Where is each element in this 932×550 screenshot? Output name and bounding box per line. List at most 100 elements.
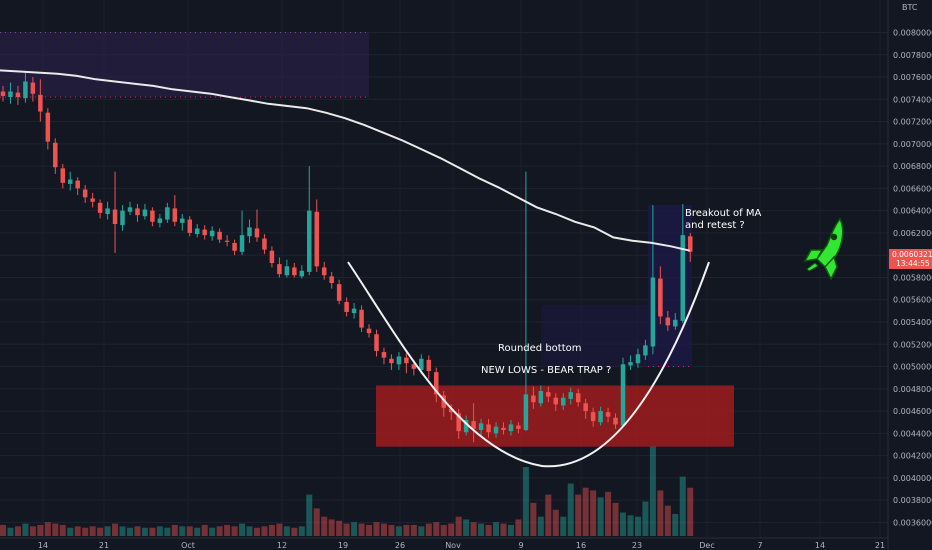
candle [23, 71, 28, 103]
volume-bar [253, 527, 260, 536]
candle-body [620, 364, 626, 426]
volume-bar [22, 523, 29, 536]
candle [329, 271, 334, 289]
candle [90, 192, 95, 208]
x-tick-label: 16 [576, 541, 586, 550]
candle-body [478, 423, 484, 431]
volume-bar [530, 502, 537, 536]
candle [441, 391, 446, 417]
candle-body [142, 209, 148, 217]
volume-bar [418, 526, 425, 536]
candle-body [687, 236, 693, 252]
candle [374, 329, 379, 357]
x-tick-label: 21 [875, 541, 885, 550]
volume-bar [448, 523, 455, 536]
candle-body [658, 278, 663, 317]
volume-bar [493, 522, 500, 536]
x-tick-label: 21 [99, 541, 109, 550]
candle [321, 261, 327, 280]
volume-bar [74, 526, 81, 536]
candle-body [434, 372, 439, 395]
candle [97, 199, 103, 219]
volume-bar [261, 526, 268, 536]
volume-bar [231, 526, 238, 536]
candle-body [561, 397, 566, 406]
volume-bar [612, 502, 619, 536]
volume-bar [149, 527, 156, 536]
candle [389, 354, 394, 370]
annotation-bear-trap: NEW LOWS - BEAR TRAP ? [481, 365, 611, 376]
y-tick-label: 0.00720000 [893, 118, 932, 127]
candle-body [105, 208, 110, 214]
volume-bar [276, 523, 283, 536]
candle [605, 407, 611, 423]
candle-body [120, 210, 125, 226]
candle [150, 207, 155, 227]
volume-bar [620, 512, 627, 536]
volume-bar [627, 515, 634, 536]
x-tick-label: 14 [815, 541, 825, 550]
volume-bar [358, 523, 365, 536]
volume-bar [582, 487, 589, 536]
volume-bar [112, 523, 119, 536]
candle-body [635, 354, 641, 364]
volume-bar [455, 516, 462, 536]
candle-body [463, 419, 469, 433]
candle-body [277, 264, 282, 275]
volume-bar [224, 524, 231, 536]
volume-bar [328, 519, 335, 536]
candle [575, 388, 581, 407]
volume-bar [37, 524, 44, 536]
candle [105, 201, 110, 220]
candle [247, 219, 252, 243]
y-tick-label: 0.00400000 [893, 474, 932, 483]
candle [568, 387, 573, 405]
candle [658, 266, 663, 325]
candle [180, 213, 185, 231]
candle-body [209, 230, 215, 237]
candle [613, 413, 618, 429]
candle [172, 195, 178, 227]
x-tick-label: 19 [338, 541, 348, 550]
candle [493, 422, 499, 438]
volume-bar [672, 513, 679, 536]
candle-body [307, 210, 312, 272]
candle-body [202, 229, 207, 236]
upper-resistance-zone [0, 32, 369, 98]
volume-bar [642, 501, 649, 536]
volume-bar [507, 524, 514, 536]
volume-bar [291, 527, 298, 536]
candle [680, 203, 686, 324]
y-tick-label: 0.00520000 [893, 340, 932, 349]
y-tick-label: 0.00420000 [893, 452, 932, 461]
candle [112, 171, 118, 253]
volume-bar [179, 526, 186, 536]
candle [523, 171, 529, 432]
time-axis: 14 21 Oct 12 19 26 Nov 9 16 23 Dec 7 14 21 [0, 537, 888, 550]
candle [120, 205, 125, 231]
candle-body [112, 209, 118, 225]
x-tick-label: 14 [38, 541, 48, 550]
candle-body [598, 411, 603, 423]
volume-bar [380, 523, 387, 536]
candle [127, 201, 133, 216]
candle [299, 265, 305, 279]
annotation-rounded-bottom: Rounded bottom [498, 343, 582, 354]
candle-body [508, 424, 514, 432]
volume-bar [186, 526, 193, 536]
candle [142, 203, 148, 220]
volume-bar [89, 526, 96, 536]
volume-bar [687, 487, 694, 536]
candle [187, 216, 192, 237]
x-tick-label: Nov [445, 541, 461, 550]
candle-body [30, 82, 36, 94]
candle [359, 305, 364, 333]
candle-body [538, 391, 544, 404]
candle [396, 352, 402, 370]
candle [426, 355, 432, 379]
y-tick-label: 0.00760000 [893, 73, 932, 82]
candle-body [516, 425, 521, 429]
candle-body [8, 91, 13, 98]
candle-body [673, 319, 678, 327]
candle-body [501, 427, 506, 431]
